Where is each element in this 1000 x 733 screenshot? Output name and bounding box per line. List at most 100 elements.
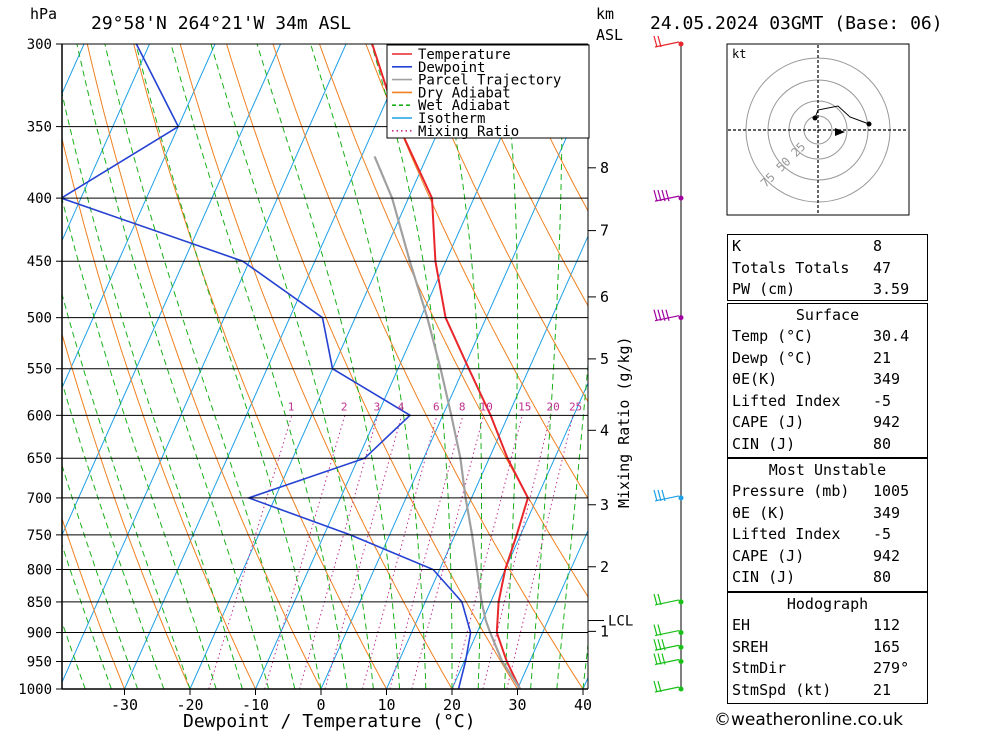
stat-label: Totals Totals [732, 258, 850, 277]
pressure-tick-label: 600 [27, 408, 52, 424]
stat-label: StmSpd (kt) [732, 680, 832, 699]
stat-value: 1005 [873, 482, 910, 500]
mixing-ratio-label: 10 [480, 400, 493, 413]
stat-label: EH [732, 616, 751, 634]
most-unstable-table: Most Unstable Pressure (mb) 1005 θE (K) 349… [727, 458, 928, 592]
pressure-tick-label: 500 [27, 311, 52, 327]
stat-label: StmDir [732, 659, 787, 678]
isotherm-line [62, 44, 281, 537]
wet-adiabat-line [530, 44, 563, 689]
wind-level-dot [678, 644, 684, 650]
wet-adiabat-line [501, 44, 519, 689]
mixing-ratio-label: 20 [546, 400, 559, 413]
wind-barb-feather [653, 639, 658, 651]
stat-value: 279° [873, 659, 910, 678]
wind-level-dot [678, 630, 684, 636]
mixing-ratio-label: 6 [433, 400, 440, 413]
height-tick-label: 6 [600, 288, 609, 306]
hodograph-unit-label: kt [732, 47, 746, 61]
wet-adiabat-line [62, 463, 139, 689]
isotherm-line [255, 44, 543, 689]
wind-barb-feather [661, 653, 666, 665]
wet-adiabat-line [62, 91, 243, 689]
wet-adiabat-line [62, 543, 112, 689]
stat-row: CIN (J) 80 [732, 435, 923, 457]
stat-row: Dewp (°C) 21 [732, 349, 923, 371]
pressure-tick-label: 400 [27, 191, 52, 207]
most-unstable-title: Most Unstable [768, 461, 887, 479]
wind-barb-staff [654, 41, 680, 48]
stat-value: 942 [873, 413, 901, 432]
stat-value: 165 [873, 637, 901, 656]
mixing-ratio-label: 15 [518, 400, 531, 413]
wind-barb-feather [653, 680, 658, 693]
pressure-tick-label: 950 [27, 655, 52, 671]
pressure-tick-label: 550 [27, 362, 52, 378]
stat-value: 21 [873, 348, 892, 367]
stat-label: PW (cm) [732, 280, 796, 299]
height-tick-label: 7 [600, 222, 609, 240]
stat-row: Totals Totals 47 [732, 259, 923, 281]
wind-barb-staff [654, 599, 680, 606]
surface-title: Surface [795, 306, 860, 324]
dry-adiabat-line [411, 44, 588, 403]
wind-level-dot [678, 41, 684, 47]
dewpoint-profile [62, 44, 472, 689]
stat-row: PW (cm) 3.59 [732, 280, 923, 302]
wind-barb-feather [657, 653, 662, 665]
dry-adiabat-line [272, 44, 584, 689]
dry-adiabat-line [458, 44, 588, 307]
isotherm-line [451, 382, 588, 689]
stat-row: SREH 165 [732, 638, 923, 660]
hodograph-trace [814, 105, 870, 125]
wind-profile [653, 35, 684, 693]
stat-label: CIN (J) [732, 568, 796, 587]
stat-row: θE(K) 349 [732, 370, 923, 392]
legend-label: Mixing Ratio [418, 124, 519, 140]
site-credit[interactable]: ©weatheronline.co.uk [714, 710, 904, 730]
wind-barb [653, 639, 680, 651]
stat-value: 30.4 [873, 327, 910, 345]
stat-value: 80 [873, 435, 892, 453]
wind-barb-feather [653, 189, 658, 202]
stat-row: Pressure (mb) 1005 [732, 482, 923, 504]
stat-row: StmSpd (kt) 21 [732, 681, 923, 703]
height-tick-label: 1 [600, 622, 609, 640]
stat-value: 80 [873, 568, 892, 587]
pressure-tick-label: 650 [27, 451, 52, 467]
temperature-tick-label: 30 [508, 696, 526, 714]
temperature-tick-label: 20 [443, 696, 461, 714]
stat-value: 349 [873, 370, 901, 389]
legend-label: Dewpoint [418, 60, 485, 76]
pressure-tick-label: 700 [27, 491, 52, 507]
stat-value: 942 [873, 546, 901, 565]
wet-adiabat-line [104, 44, 296, 689]
dry-adiabat-line [365, 44, 588, 500]
stat-value: 349 [873, 503, 901, 522]
stat-row: CAPE (J) 942 [732, 547, 923, 569]
datetime-title: 24.05.2024 03GMT (Base: 06) [650, 13, 943, 34]
stat-label: Pressure (mb) [732, 482, 850, 500]
stat-label: Temp (°C) [732, 327, 814, 345]
wind-barb [653, 680, 680, 693]
legend-label: Parcel Trajectory [418, 73, 561, 89]
hodograph-point [812, 115, 818, 121]
temperature-tick-label: 0 [316, 696, 325, 714]
wind-barb-feather [657, 309, 662, 321]
mixing-ratio-axis-label: Mixing Ratio (g/kg) [615, 336, 633, 508]
wind-barb-feather [657, 489, 662, 502]
wet-adiabat-line [62, 196, 217, 689]
stat-label: CAPE (J) [732, 546, 805, 565]
wind-barb [653, 593, 680, 606]
wind-barb-feather [661, 489, 666, 502]
wind-barb-feather [653, 653, 658, 665]
hodograph-table: Hodograph EH 112 SREH 165 StmDir 279° StmSpd (… [727, 592, 928, 704]
mixing-ratio-label: 3 [374, 400, 381, 413]
wind-barb-staff [654, 644, 680, 651]
legend-label: Wet Adiabat [418, 98, 511, 114]
pressure-tick-label: 1000 [18, 682, 52, 698]
height-tick-label: 3 [600, 496, 609, 514]
isotherm-line [517, 529, 588, 689]
isotherm-line [320, 87, 588, 689]
